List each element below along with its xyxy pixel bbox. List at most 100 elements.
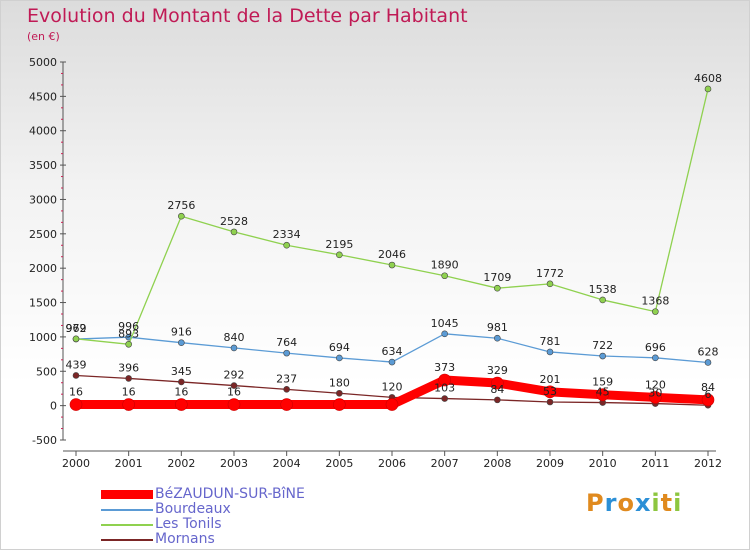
data-point — [546, 398, 554, 406]
data-point — [336, 389, 343, 397]
data-point — [227, 398, 241, 411]
data-label: 628 — [698, 345, 719, 358]
data-point — [125, 375, 132, 382]
data-label: 84 — [490, 383, 504, 396]
data-point — [125, 340, 132, 348]
unit-label: (en €) — [27, 30, 60, 43]
legend-label: Mornans — [155, 531, 215, 547]
data-point — [652, 308, 659, 315]
y-tick-label: 4000 — [29, 125, 57, 138]
data-label: 1538 — [589, 283, 617, 296]
legend-label: BéZAUDUN-SUR-BîNE — [155, 486, 305, 502]
logo-letter: i — [651, 489, 661, 517]
data-label: 53 — [543, 385, 557, 398]
data-label: 696 — [645, 341, 666, 354]
legend-swatch — [101, 490, 153, 499]
data-point — [283, 241, 290, 249]
logo-letter: i — [673, 489, 683, 517]
data-point — [230, 344, 238, 352]
data-point — [69, 398, 83, 411]
data-label: 120 — [382, 380, 403, 393]
data-label: 1045 — [431, 317, 459, 330]
data-point — [72, 372, 80, 379]
x-tick-label: 2004 — [273, 457, 301, 470]
data-point — [491, 376, 504, 390]
logo-letter: r — [604, 489, 618, 517]
data-point — [441, 272, 448, 280]
data-point — [336, 251, 343, 259]
y-tick-label: 1500 — [29, 297, 57, 310]
data-label: 16 — [69, 386, 83, 399]
data-label: 159 — [592, 376, 613, 389]
data-label: 16 — [227, 386, 241, 399]
data-point — [494, 396, 501, 404]
data-label: 722 — [592, 339, 613, 352]
data-label: 16 — [122, 386, 136, 399]
legend-item: Mornans — [101, 532, 305, 547]
y-tick-label: 5000 — [29, 56, 57, 69]
x-tick-label: 2012 — [694, 457, 722, 470]
data-labels-layer: 969 996 916 840 764 694 634 1045 981 781 722 696 628… — [66, 72, 723, 401]
data-label: 84 — [701, 381, 715, 394]
legend-item: Bourdeaux — [101, 502, 305, 517]
data-point — [494, 284, 501, 292]
logo-letter: P — [586, 489, 605, 517]
data-label: 120 — [645, 378, 666, 391]
data-label: 2046 — [378, 248, 406, 261]
legend-label: Bourdeaux — [155, 501, 231, 517]
proxiti-logo: Proxiti — [586, 489, 682, 517]
data-label: 292 — [224, 369, 245, 382]
data-label: 180 — [329, 376, 350, 389]
x-tick-label: 2008 — [483, 457, 511, 470]
series-line-2 — [75, 88, 709, 345]
x-tick-label: 2011 — [641, 457, 669, 470]
y-tick-label: -500 — [32, 434, 57, 447]
data-label: 345 — [171, 365, 192, 378]
data-point — [283, 349, 290, 357]
y-tick-label: 0 — [50, 400, 57, 413]
logo-letter: o — [617, 489, 635, 517]
y-tick-label: 500 — [36, 365, 57, 378]
data-label: 329 — [487, 364, 508, 377]
data-point — [388, 261, 396, 269]
x-tick-label: 2010 — [589, 457, 617, 470]
data-label: 16 — [174, 386, 188, 399]
data-label: 840 — [224, 331, 245, 344]
data-label: 972 — [66, 322, 87, 335]
data-label: 103 — [434, 382, 455, 395]
data-label: 1368 — [641, 295, 669, 308]
data-point — [72, 335, 80, 343]
y-tick-label: 3500 — [29, 159, 57, 172]
data-point — [280, 398, 293, 411]
data-point — [599, 352, 606, 360]
data-point — [704, 85, 712, 93]
data-point — [122, 398, 135, 411]
data-label: 1709 — [483, 271, 511, 284]
legend-item: BéZAUDUN-SUR-BîNE — [101, 487, 305, 502]
data-point — [230, 228, 238, 236]
data-label: 694 — [329, 341, 350, 354]
data-label: 6 — [705, 388, 712, 401]
x-tick-label: 2001 — [115, 457, 143, 470]
data-label: 373 — [434, 361, 455, 374]
data-label: 2334 — [273, 228, 301, 241]
legend-swatch — [101, 523, 153, 526]
x-tick-label: 2003 — [220, 457, 248, 470]
data-point — [596, 388, 609, 402]
data-label: 634 — [382, 345, 403, 358]
series-layer — [69, 85, 715, 411]
data-label: 781 — [540, 335, 561, 348]
data-label: 201 — [540, 373, 561, 386]
data-point — [546, 280, 554, 288]
data-label: 981 — [487, 321, 508, 334]
legend-swatch — [101, 538, 153, 541]
logo-letter: t — [660, 489, 674, 517]
data-label: 1890 — [431, 259, 459, 272]
x-tick-label: 2005 — [325, 457, 353, 470]
x-tick-label: 2006 — [378, 457, 406, 470]
axes: -500 0 500 1000 1500 2000 2500 3000 3500 4000 4500… — [29, 56, 722, 470]
data-point — [230, 382, 238, 389]
data-point — [333, 398, 346, 411]
